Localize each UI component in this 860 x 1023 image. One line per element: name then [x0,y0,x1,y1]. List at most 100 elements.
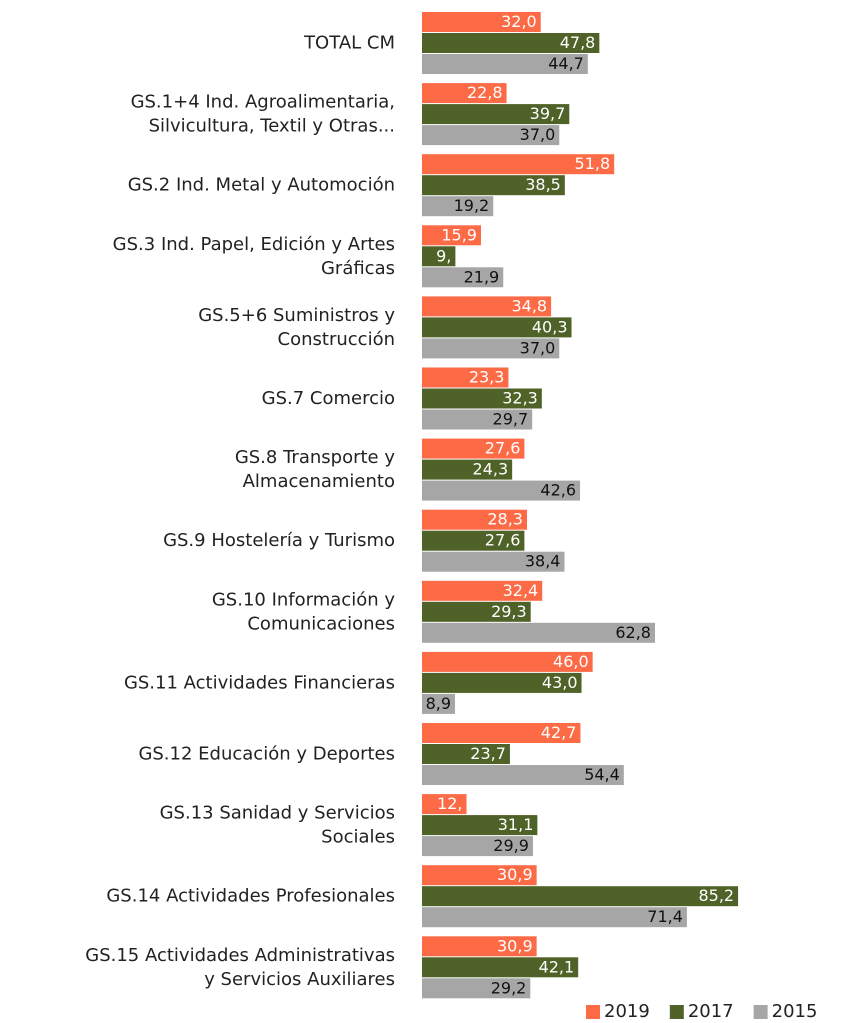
bar-group: 21,9 [422,267,504,288]
data-label: 19,2 [454,196,490,215]
data-label: 37,0 [520,338,556,357]
bar [422,154,615,175]
bar [422,744,510,764]
data-label: 32,3 [502,389,538,408]
bar [422,125,560,146]
data-label: 15,9 [441,225,477,244]
data-label: 38,5 [525,175,561,194]
data-label: 28,3 [487,510,523,529]
data-label: 29,2 [491,978,527,997]
legend-label: 2015 [772,1001,818,1022]
data-label: 27,6 [485,439,521,458]
bar [422,196,494,217]
category-label: GS.11 Actividades Financieras [124,672,395,693]
data-label: 34,8 [511,296,547,315]
bar [422,936,537,957]
data-label: 38,4 [525,552,561,571]
data-label: 42,6 [540,481,576,500]
data-label: 30,9 [497,936,533,955]
data-label: 42,1 [539,957,575,976]
category-label: GS.8 Transporte y Almacenamiento [235,447,396,492]
bar-group: 47,8 [422,33,600,53]
bar-group: 32,3 [422,388,542,409]
bar [422,865,537,886]
bar-group: 23,7 [422,744,510,764]
bar [422,388,542,409]
bar-group: 8,9 [422,693,456,714]
bar [422,12,541,32]
bar [422,815,538,836]
bar-group: 43,0 [422,672,582,693]
bar [422,267,504,288]
data-label: 47,8 [560,33,596,52]
data-label: 30,9 [497,865,533,884]
category-label: GS.1+4 Ind. Agroalimentaria, Silvicultura… [131,92,395,137]
bar [422,459,513,480]
bar [422,438,525,459]
bar [422,580,543,601]
bar [422,693,456,714]
bar-group: 27,6 [422,530,525,551]
bar [422,957,579,978]
data-label: 37,0 [520,125,556,144]
bar [422,723,581,743]
data-label: 21,9 [464,267,500,286]
category-label: GS.3 Ind. Papel, Edición y Artes Gráficas [113,234,395,279]
data-label: 23,7 [470,744,506,763]
category-label: GS.9 Hostelería y Turismo [163,530,395,551]
bar-group: 30,9 [422,865,537,886]
bar-group: 28,3 [422,509,527,530]
data-label: 40,3 [532,317,568,336]
bar [422,978,531,999]
category-label: GS.5+6 Suministros y Construcción [198,305,395,350]
bar [422,886,739,907]
data-label: 32,0 [501,12,537,31]
category-label: GS.2 Ind. Metal y Automoción [128,175,395,196]
category-label: GS.14 Actividades Profesionales [106,886,395,907]
bar-group: 32,4 [422,580,543,601]
bar-group: 23,3 [422,367,509,388]
bar [422,33,600,53]
legend-swatch [753,1005,768,1019]
bar [422,338,560,359]
bar [422,480,581,501]
data-label: 23,3 [469,368,505,387]
bar [422,907,687,928]
category-label: GS.10 Información y Comunicaciones [212,589,395,634]
bar-group: 37,0 [422,338,560,359]
data-label: 9, [436,246,451,265]
bar [422,83,507,104]
category-label: GS.7 Comercio [262,388,395,409]
data-label: 71,4 [647,907,683,926]
bar-group: 85,2 [422,886,739,907]
data-label: 31,1 [498,815,534,834]
data-label: 12, [437,794,462,813]
bar-group: 71,4 [422,907,687,928]
bar [422,601,531,622]
data-label: 62,8 [615,623,651,642]
data-label: 43,0 [542,673,578,692]
legend-label: 2017 [688,1001,734,1022]
bar-group: 44,7 [422,54,588,74]
bar-group: 29,7 [422,409,533,430]
data-label: 54,4 [584,765,620,784]
category-label: GS.15 Actividades Administrativas y Servi… [85,945,395,990]
bar [422,367,509,388]
bar-group: 12, [422,794,467,815]
data-label: 39,7 [530,104,566,123]
data-label: 29,9 [493,836,529,855]
bar-group: 9, [422,246,456,267]
bar-group: 38,4 [422,551,565,572]
bar-group: 42,7 [422,723,581,743]
data-label: 29,7 [493,410,529,429]
bar [422,530,525,551]
bar-group: 22,8 [422,83,507,104]
bar [422,317,572,338]
bar-group: 29,9 [422,836,533,857]
data-label: 44,7 [548,54,584,73]
bar-group: 19,2 [422,196,494,217]
bar-group: 31,1 [422,815,538,836]
bar [422,225,481,246]
bar [422,836,533,857]
